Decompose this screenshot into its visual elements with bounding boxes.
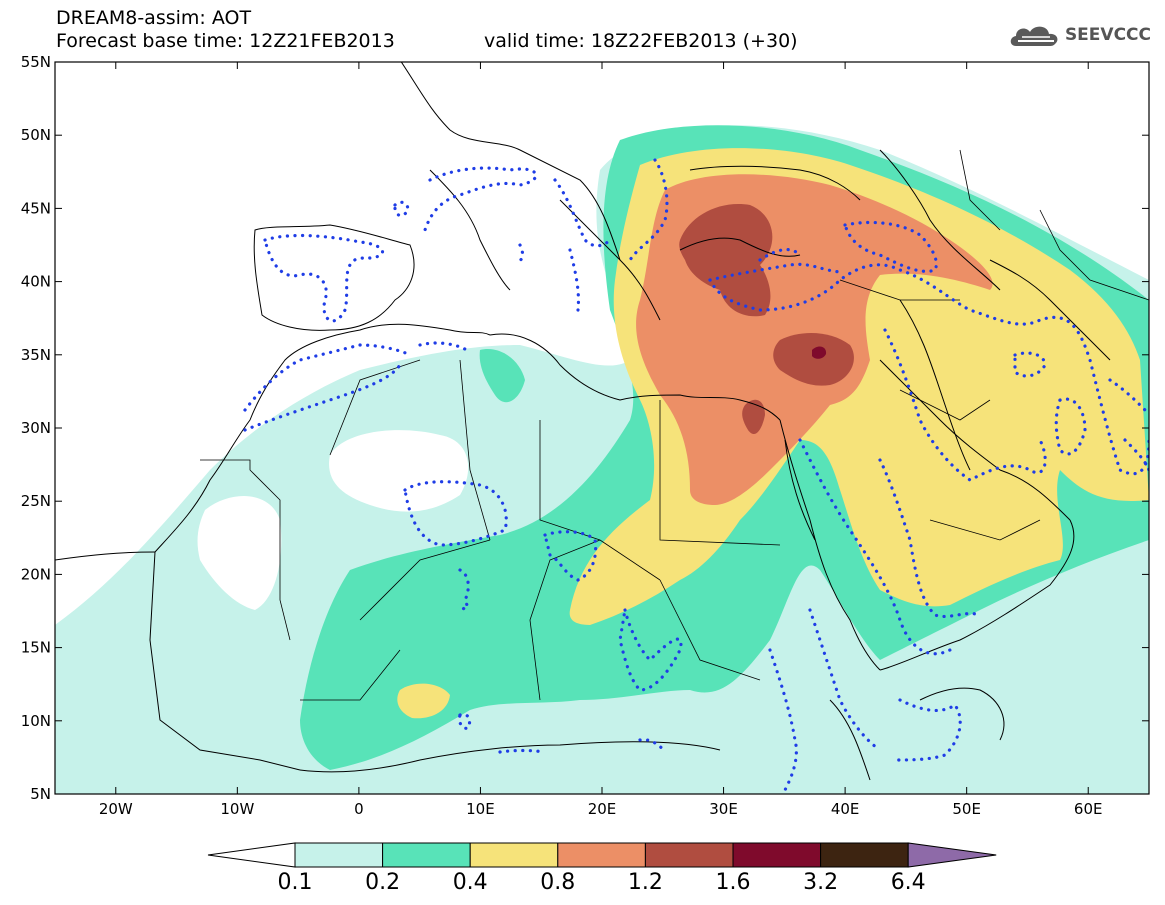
- valid-time: valid time: 18Z22FEB2013 (+30): [484, 30, 798, 52]
- assim-contours: [243, 158, 1149, 792]
- lat-tick-label: 35N: [21, 346, 51, 364]
- colorbar-label: 3.2: [803, 870, 838, 895]
- colorbar-label: 0.2: [365, 870, 400, 895]
- lon-tick-label: 20W: [99, 800, 133, 818]
- colorbar-label: 0.4: [453, 870, 488, 895]
- cloud-logo-icon: [1010, 26, 1058, 46]
- lat-tick-label: 45N: [21, 199, 51, 217]
- lat-tick-label: 20N: [21, 565, 51, 583]
- colorbar-label: 1.6: [716, 870, 751, 895]
- coastlines: [55, 62, 1111, 781]
- lat-tick-label: 40N: [21, 273, 51, 291]
- aot-level-1.6: [812, 346, 827, 359]
- forecast-times: Forecast base time: 12Z21FEB2013 valid ti…: [56, 30, 798, 52]
- colorbar-box: [382, 842, 471, 868]
- axis-ticks: 20W 10W 0 10E 20E 30E 40E 50E 60E 5N 10N 15N 20N 25N 3…: [21, 53, 1149, 818]
- lon-tick-label: 10W: [220, 800, 254, 818]
- lat-tick-label: 30N: [21, 419, 51, 437]
- lon-tick-label: 50E: [952, 800, 981, 818]
- colorbar-label: 0.1: [278, 870, 313, 895]
- colorbar-under-arrow: [207, 842, 296, 868]
- colorbar-box: [644, 842, 734, 868]
- lon-tick-label: 40E: [831, 800, 860, 818]
- colorbar-label: 1.2: [628, 870, 663, 895]
- lat-tick-label: 25N: [21, 492, 51, 510]
- aot-holes: [197, 430, 469, 610]
- lat-tick-label: 15N: [21, 639, 51, 657]
- base-time: Forecast base time: 12Z21FEB2013: [56, 30, 395, 52]
- lon-tick-label: 10E: [466, 800, 495, 818]
- logo-text: SEEVCCC: [1064, 25, 1151, 45]
- lat-tick-label: 55N: [21, 53, 51, 71]
- lat-tick-label: 50N: [21, 126, 51, 144]
- lon-tick-label: 30E: [709, 800, 738, 818]
- aot-level-1.2: [679, 204, 854, 435]
- lon-tick-label: 60E: [1074, 800, 1103, 818]
- colorbar-box: [294, 842, 384, 868]
- country-borders: [200, 149, 1149, 701]
- map-title: DREAM8-assim: AOT: [56, 7, 252, 29]
- lon-tick-label: 0: [354, 800, 364, 818]
- colorbar-box: [732, 842, 822, 868]
- colorbar-box: [820, 842, 909, 868]
- colorbar-over-arrow: [907, 842, 997, 868]
- lat-tick-label: 5N: [30, 785, 51, 803]
- colorbar-label: 0.8: [540, 870, 575, 895]
- colorbar-box: [557, 842, 646, 868]
- colorbar-label: 6.4: [891, 870, 926, 895]
- lon-tick-label: 20E: [588, 800, 617, 818]
- seevccc-logo: SEEVCCC: [1008, 22, 1151, 48]
- colorbar-box: [469, 842, 559, 868]
- lat-tick-label: 10N: [21, 712, 51, 730]
